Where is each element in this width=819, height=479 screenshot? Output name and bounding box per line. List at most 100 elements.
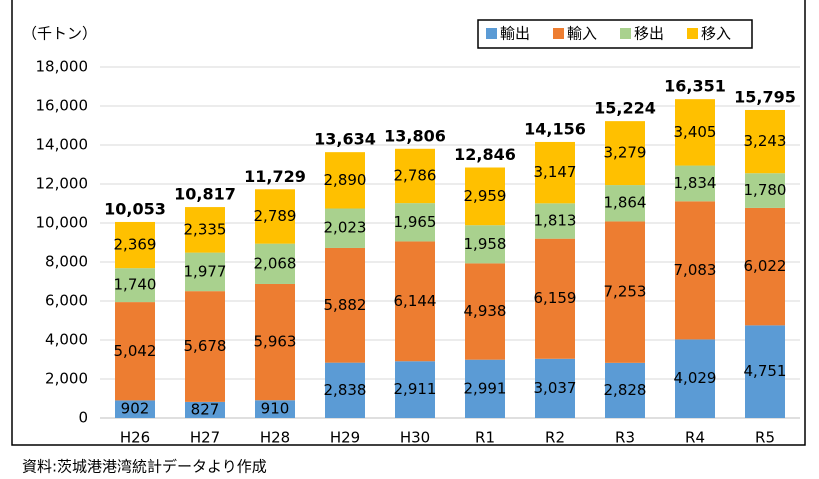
- legend-swatch: [620, 28, 631, 39]
- y-tick-label: 12,000: [36, 175, 89, 193]
- bar-segment: [255, 400, 295, 418]
- value-label: 7,083: [674, 261, 717, 279]
- value-label: 2,023: [324, 219, 367, 237]
- bar-segment: [395, 148, 435, 204]
- bar-segment: [605, 185, 645, 222]
- bar-segment: [675, 201, 715, 340]
- value-label: 4,751: [744, 362, 787, 380]
- value-label: 2,786: [394, 166, 437, 184]
- value-label: 4,029: [674, 369, 717, 387]
- bar-segment: [465, 263, 505, 360]
- value-label: 1,780: [744, 181, 787, 199]
- bar-segment: [395, 361, 435, 418]
- bar-segment: [185, 401, 225, 418]
- x-tick-label: R4: [685, 429, 705, 447]
- bar-segment: [115, 400, 155, 418]
- x-tick-label: H26: [120, 429, 150, 447]
- bar-segment: [745, 207, 785, 326]
- total-label: 10,817: [174, 185, 236, 204]
- bar-segment: [465, 225, 505, 264]
- bar-segment: [535, 141, 575, 204]
- legend-label: 輸入: [567, 25, 597, 43]
- x-tick-label: H30: [400, 429, 430, 447]
- value-label: 7,253: [604, 283, 647, 301]
- value-label: 5,963: [254, 333, 297, 351]
- value-label: 1,834: [674, 174, 717, 192]
- value-label: 3,147: [534, 163, 577, 181]
- y-tick-label: 14,000: [36, 136, 89, 154]
- bar-segment: [255, 189, 295, 244]
- y-tick-label: 0: [78, 409, 88, 427]
- legend-label: 移出: [634, 25, 664, 43]
- value-label: 3,279: [604, 144, 647, 162]
- value-label: 1,864: [604, 194, 647, 212]
- value-label: 910: [261, 400, 290, 418]
- value-label: 4,938: [464, 302, 507, 320]
- bar-segment: [185, 207, 225, 253]
- y-tick-label: 10,000: [36, 214, 89, 232]
- value-label: 2,828: [604, 381, 647, 399]
- value-label: 2,789: [254, 207, 297, 225]
- bar-segment: [745, 325, 785, 418]
- bar-segment: [185, 291, 225, 402]
- value-label: 3,243: [744, 132, 787, 150]
- x-tick-label: R3: [615, 429, 635, 447]
- total-label: 15,795: [734, 87, 796, 106]
- bar-segment: [535, 238, 575, 359]
- bar-segment: [605, 121, 645, 186]
- value-label: 2,890: [324, 171, 367, 189]
- value-label: 5,678: [184, 337, 227, 355]
- legend-box: [477, 19, 753, 49]
- chart-frame: [11, 0, 806, 446]
- y-tick-label: 16,000: [36, 97, 89, 115]
- value-label: 2,335: [184, 220, 227, 238]
- legend-swatch: [553, 28, 564, 39]
- bar-segment: [675, 165, 715, 202]
- total-label: 13,806: [384, 126, 446, 145]
- bar-segment: [325, 208, 365, 248]
- value-label: 3,405: [674, 123, 717, 141]
- total-label: 15,224: [594, 99, 656, 118]
- y-tick-label: 4,000: [45, 331, 88, 349]
- legend-swatch: [687, 28, 698, 39]
- bar-segment: [325, 152, 365, 209]
- value-label: 902: [121, 400, 150, 418]
- bar-segment: [115, 221, 155, 269]
- x-tick-label: R1: [475, 429, 495, 447]
- value-label: 2,068: [254, 254, 297, 272]
- bar-segment: [325, 247, 365, 363]
- value-label: 1,958: [464, 235, 507, 253]
- value-label: 1,740: [114, 276, 157, 294]
- x-tick-label: H27: [190, 429, 220, 447]
- y-tick-label: 2,000: [45, 370, 88, 388]
- value-label: 2,991: [464, 379, 507, 397]
- y-tick-label: 6,000: [45, 292, 88, 310]
- value-label: 1,813: [534, 212, 577, 230]
- value-label: 2,369: [114, 236, 157, 254]
- bar-segment: [185, 252, 225, 292]
- bar-segment: [745, 109, 785, 174]
- bar-segment: [115, 268, 155, 303]
- bar-segment: [255, 243, 295, 284]
- legend-label: 輸出: [500, 25, 530, 43]
- value-label: 3,037: [534, 379, 577, 397]
- total-label: 14,156: [524, 119, 586, 138]
- unit-label: （千トン）: [22, 25, 97, 43]
- value-label: 6,144: [394, 292, 437, 310]
- bar-segment: [605, 221, 645, 363]
- value-label: 6,022: [744, 257, 787, 275]
- value-label: 6,159: [534, 289, 577, 307]
- bar-segment: [745, 173, 785, 208]
- total-label: 10,053: [104, 199, 166, 218]
- bar-segment: [675, 339, 715, 418]
- total-label: 13,634: [314, 130, 376, 149]
- bar-segment: [535, 203, 575, 239]
- total-label: 11,729: [244, 167, 306, 186]
- value-label: 2,911: [394, 380, 437, 398]
- value-label: 2,959: [464, 187, 507, 205]
- bar-segment: [115, 302, 155, 401]
- bar-segment: [255, 283, 295, 401]
- value-label: 5,882: [324, 296, 367, 314]
- bar-segment: [395, 241, 435, 362]
